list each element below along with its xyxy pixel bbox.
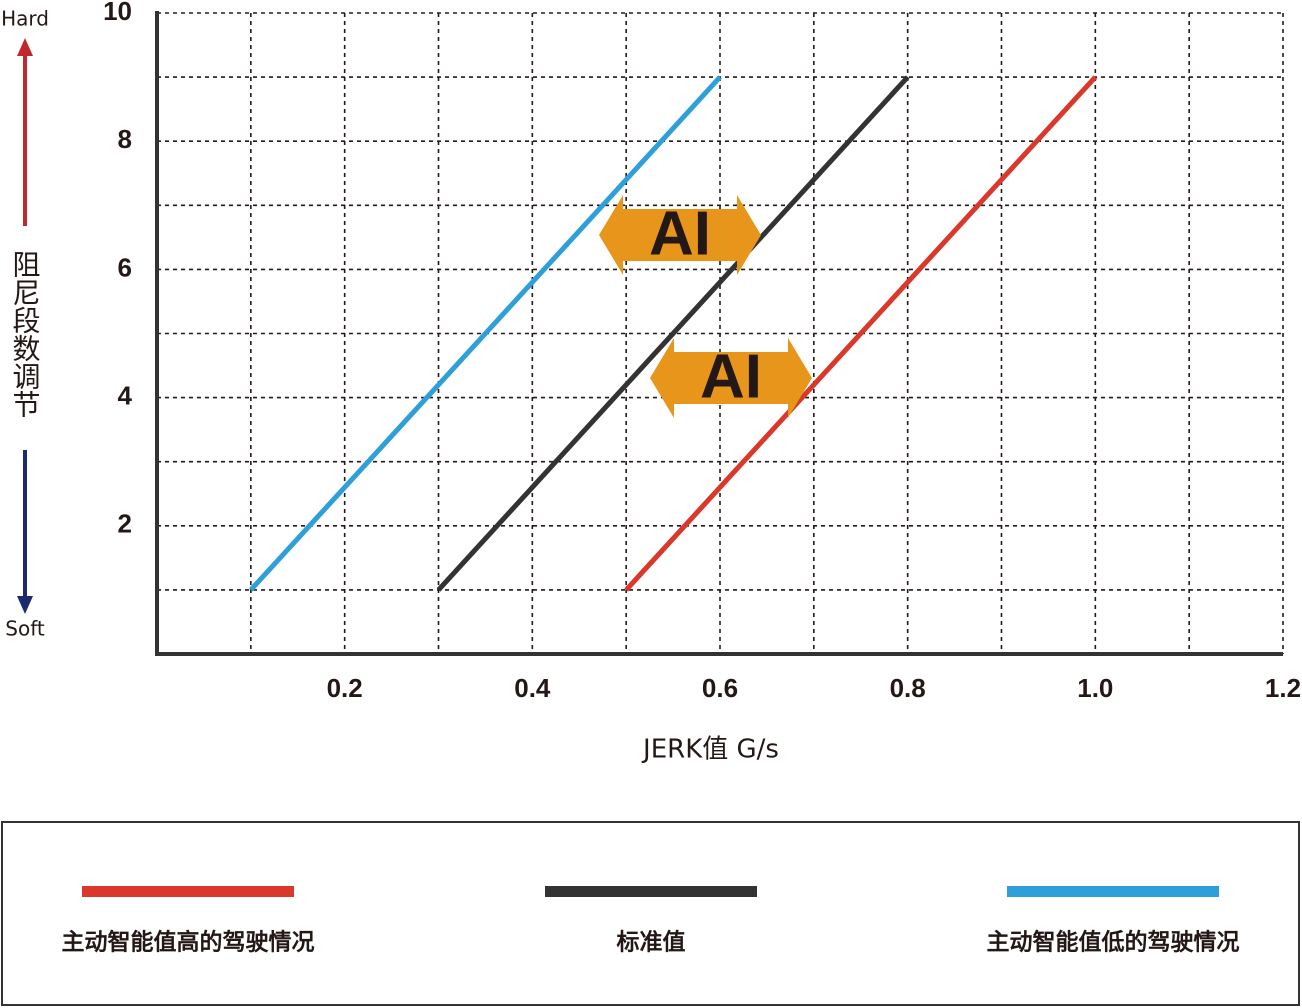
y-tick-label: 6: [118, 252, 132, 282]
ai-label: AI: [700, 342, 762, 411]
x-tick-label: 1.0: [1077, 673, 1113, 703]
ai-annotation: AI: [650, 338, 812, 418]
y-top-label: Hard: [1, 7, 49, 31]
x-tick-label: 0.4: [514, 673, 551, 703]
x-tick-label: 0.2: [327, 673, 363, 703]
legend-label: 标准值: [617, 929, 686, 956]
legend-box: [1, 821, 1300, 1006]
legend-swatch: [545, 886, 757, 897]
y-tick-label: 8: [118, 124, 132, 154]
series-line: [248, 75, 722, 592]
x-tick-label: 0.8: [890, 673, 926, 703]
legend-label: 主动智能值低的驾驶情况: [987, 929, 1240, 956]
legend-swatch: [82, 886, 294, 897]
x-tick-label: 0.6: [702, 673, 738, 703]
ai-annotation: AI: [599, 195, 761, 275]
ai-arrow: [650, 338, 812, 418]
series-line: [436, 75, 910, 592]
y-bottom-label: Soft: [5, 617, 45, 641]
legend-swatch: [1007, 886, 1219, 897]
series-line: [624, 75, 1098, 592]
y-tick-label: 4: [118, 380, 133, 410]
x-tick-label: 1.2: [1265, 673, 1301, 703]
ai-arrow: [599, 195, 761, 275]
ai-label: AI: [649, 199, 711, 268]
legend-label: 主动智能值高的驾驶情况: [62, 929, 315, 956]
y-tick-label: 2: [118, 509, 132, 539]
y-tick-label: 10: [103, 0, 132, 26]
soft-arrow-head: [17, 596, 33, 614]
y-axis-label: 阻尼段数调节: [9, 250, 42, 418]
x-axis-label: JERK值 G/s: [641, 735, 779, 765]
hard-arrow-head: [17, 38, 33, 56]
